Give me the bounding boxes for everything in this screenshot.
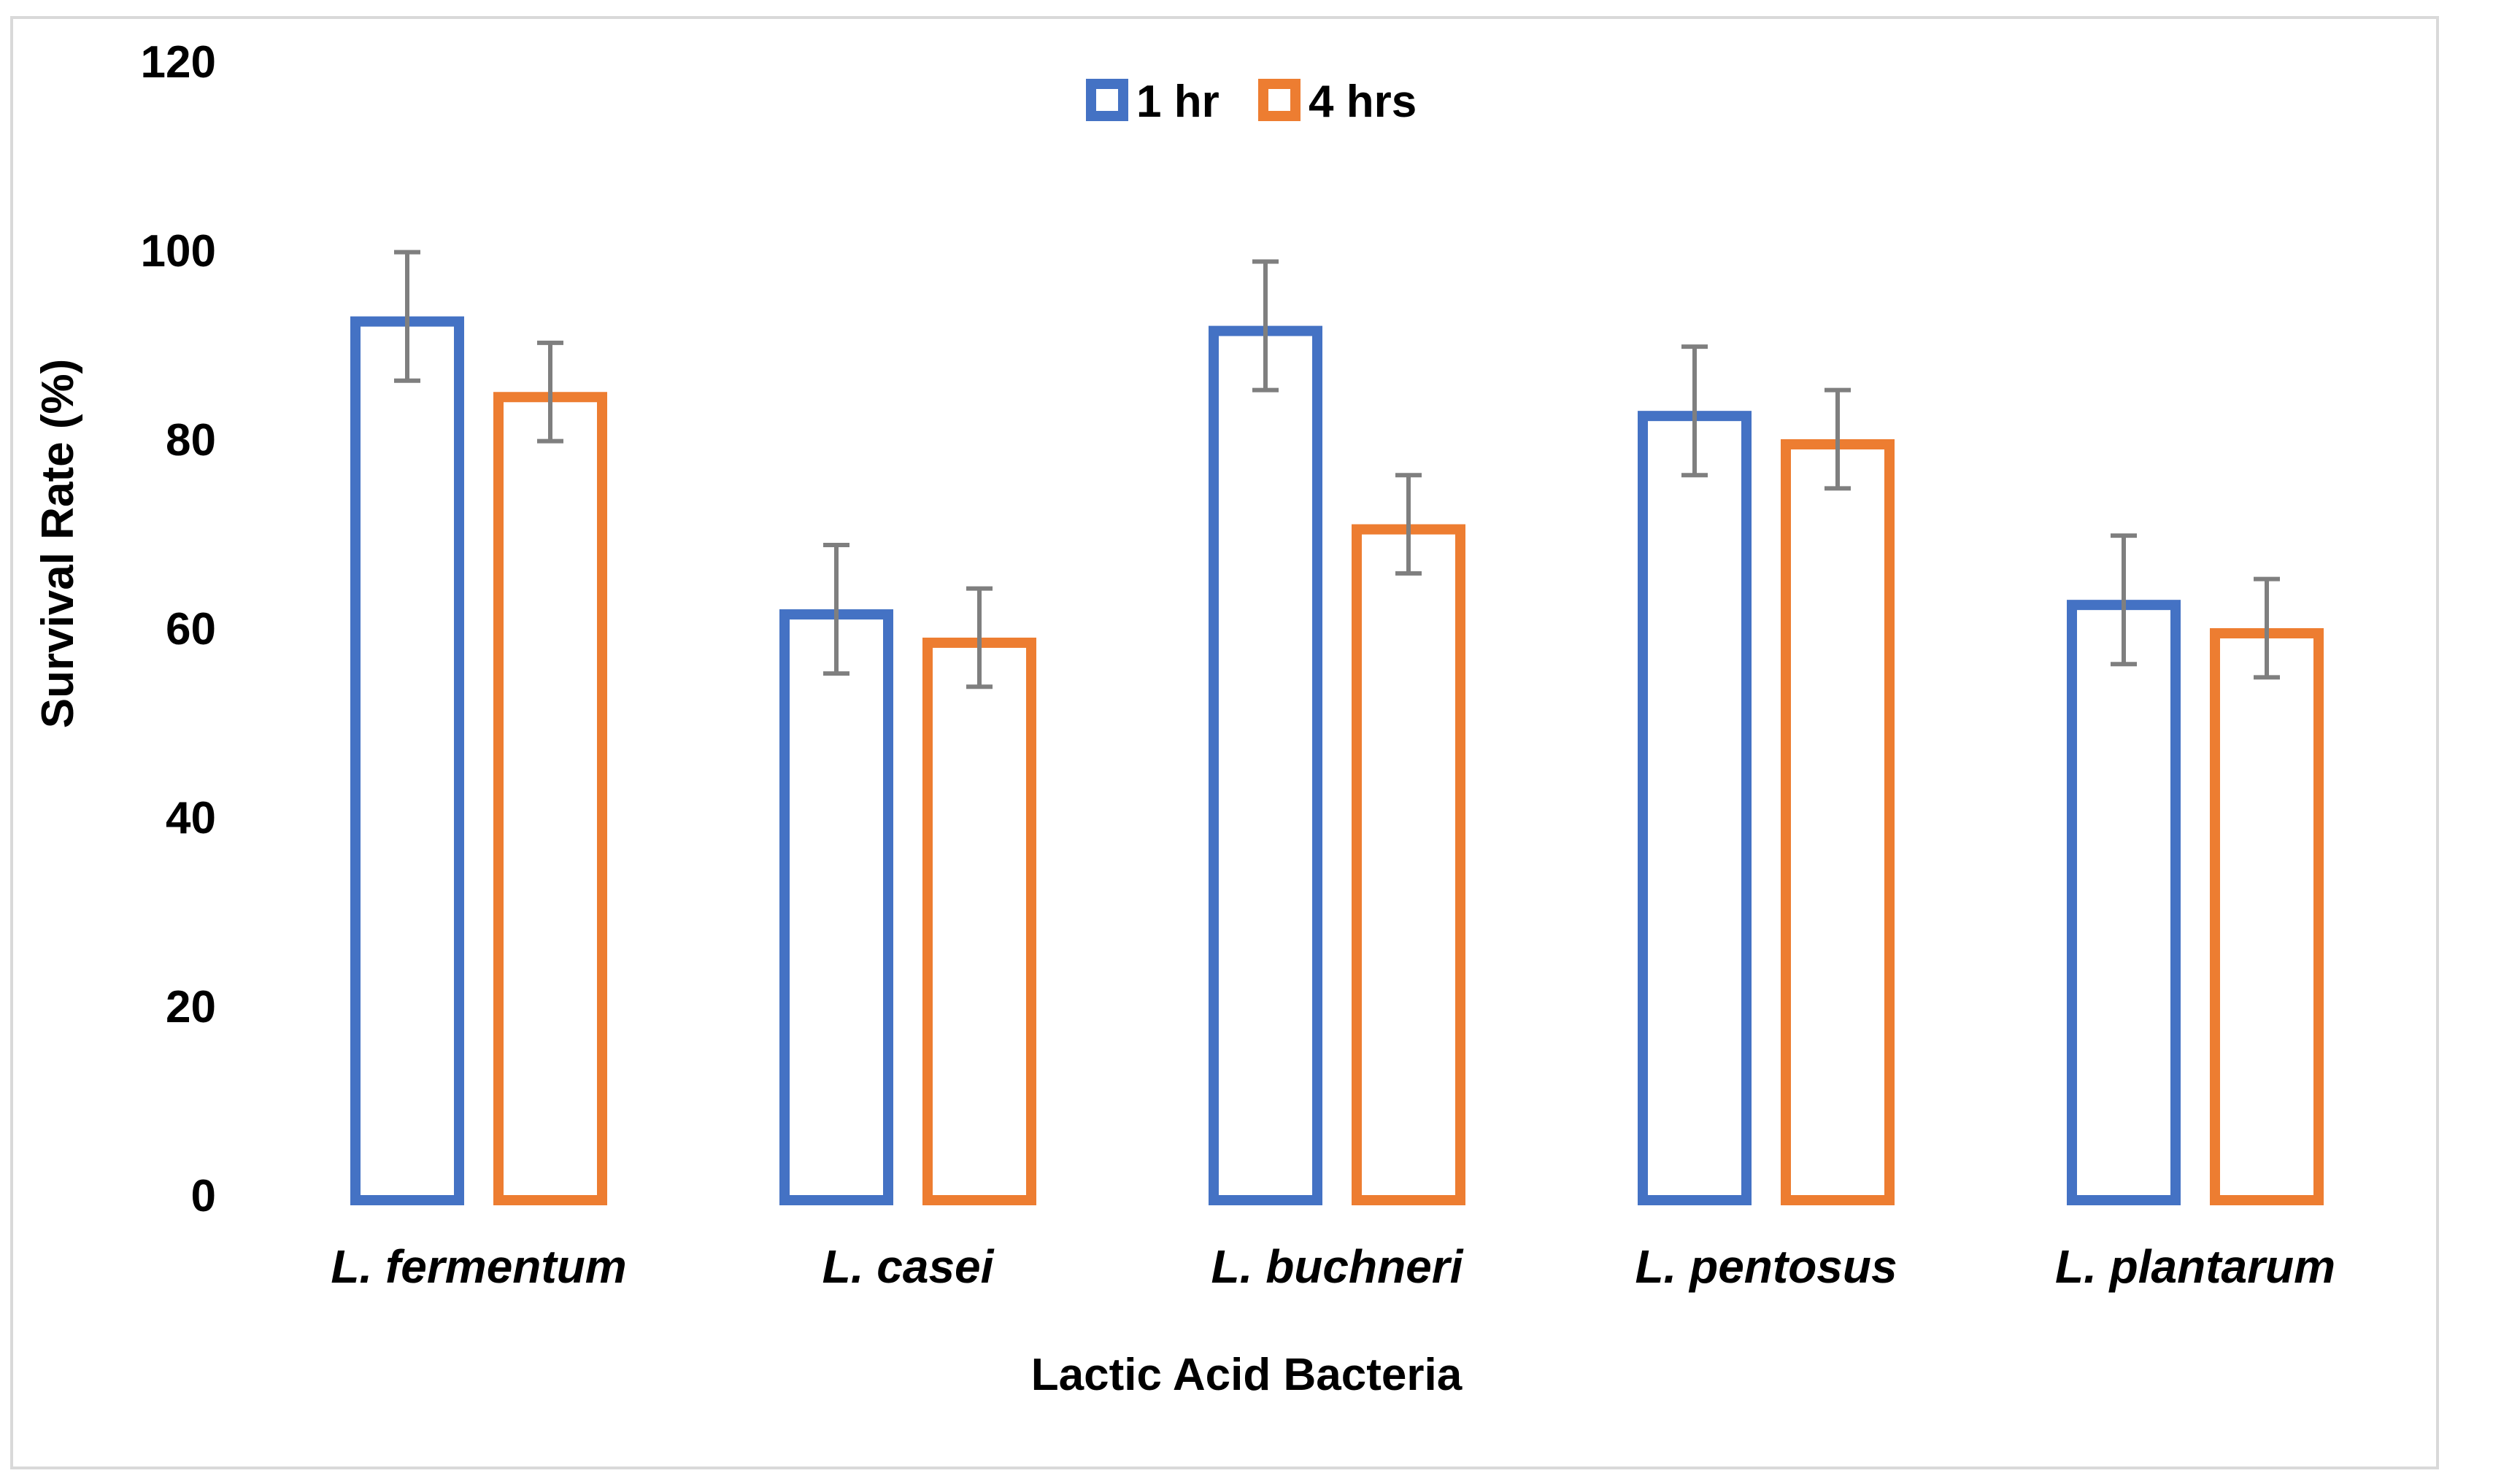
x-tick-label: L. casei [822, 1240, 995, 1293]
y-tick-label: 20 [166, 982, 216, 1032]
error-bar-1hr-4 [1681, 344, 1708, 478]
bar-4hrs-3 [1352, 524, 1465, 1205]
x-tick-label: L. buchneri [1211, 1240, 1464, 1293]
y-tick-label: 100 [141, 226, 216, 277]
bar-1hr-1 [350, 316, 464, 1205]
y-tick-label: 80 [166, 415, 216, 465]
y-tick-label: 60 [166, 604, 216, 654]
error-bar-1hr-5 [2111, 533, 2137, 667]
legend-swatch-1hr [1086, 79, 1128, 121]
error-bar-4hrs-4 [1825, 387, 1851, 491]
legend-label-1hr: 1 hr [1136, 77, 1219, 127]
error-bars [394, 250, 2280, 689]
bar-1hr-3 [1209, 325, 1322, 1206]
x-axis-labels: L. fermentum L. casei L. buchneri L. pentos… [331, 1240, 2335, 1293]
y-tick-label: 120 [141, 37, 216, 88]
bar-1hr-4 [1638, 411, 1752, 1205]
y-tick-label: 40 [166, 793, 216, 843]
x-tick-label: L. fermentum [331, 1240, 626, 1293]
bar-1hr-5 [2067, 600, 2181, 1205]
y-axis-ticks: 0 20 40 60 80 100 120 [141, 37, 216, 1221]
x-tick-label: L. pentosus [1635, 1240, 1897, 1293]
y-axis-title: Survival Rate (%) [33, 359, 83, 729]
bar-4hrs-1 [493, 392, 607, 1205]
error-bar-4hrs-1 [537, 340, 563, 444]
error-bar-1hr-1 [394, 250, 420, 383]
error-bar-4hrs-2 [966, 586, 993, 689]
legend: 1 hr 4 hrs [1086, 77, 1417, 127]
bar-1hr-2 [779, 609, 893, 1205]
bars [350, 316, 2324, 1206]
error-bar-4hrs-3 [1395, 473, 1422, 576]
legend-label-4hrs: 4 hrs [1309, 77, 1417, 127]
error-bar-1hr-3 [1252, 259, 1279, 393]
x-tick-label: L. plantarum [2055, 1240, 2335, 1293]
error-bar-1hr-2 [823, 543, 849, 676]
x-axis-title: Lactic Acid Bacteria [1031, 1350, 1463, 1400]
bar-4hrs-2 [922, 637, 1036, 1205]
bar-4hrs-4 [1781, 439, 1895, 1205]
legend-swatch-4hrs [1258, 79, 1301, 121]
error-bar-4hrs-5 [2254, 576, 2280, 680]
bar-4hrs-5 [2210, 628, 2324, 1205]
y-tick-label: 0 [191, 1171, 216, 1221]
